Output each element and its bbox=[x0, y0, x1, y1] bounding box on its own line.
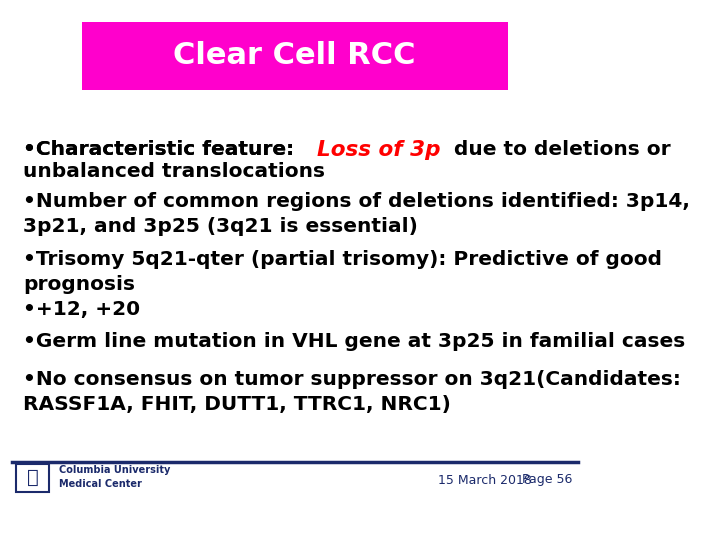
Text: •Trisomy 5q21-qter (partial trisomy): Predictive of good
prognosis: •Trisomy 5q21-qter (partial trisomy): Pr… bbox=[23, 250, 662, 294]
Text: Loss of 3p: Loss of 3p bbox=[317, 140, 440, 160]
Text: •Germ line mutation in VHL gene at 3p25 in familial cases: •Germ line mutation in VHL gene at 3p25 … bbox=[23, 332, 685, 351]
Text: •Characteristic feature:: •Characteristic feature: bbox=[23, 140, 301, 159]
Text: •Number of common regions of deletions identified: 3p14,
3p21, and 3p25 (3q21 is: •Number of common regions of deletions i… bbox=[23, 192, 690, 236]
Text: 👑: 👑 bbox=[27, 468, 39, 487]
Text: Clear Cell RCC: Clear Cell RCC bbox=[174, 42, 416, 71]
Text: 15 March 2018: 15 March 2018 bbox=[438, 474, 532, 487]
Text: Columbia University
Medical Center: Columbia University Medical Center bbox=[59, 465, 171, 489]
Text: •Characteristic feature:: •Characteristic feature: bbox=[23, 140, 301, 159]
Text: due to deletions or: due to deletions or bbox=[447, 140, 671, 159]
FancyBboxPatch shape bbox=[82, 22, 508, 90]
Text: •+12, +20: •+12, +20 bbox=[23, 300, 140, 319]
Text: Page 56: Page 56 bbox=[522, 474, 572, 487]
Text: unbalanced translocations: unbalanced translocations bbox=[23, 162, 325, 181]
Text: •No consensus on tumor suppressor on 3q21(Candidates:
RASSF1A, FHIT, DUTT1, TTRC: •No consensus on tumor suppressor on 3q2… bbox=[23, 370, 681, 414]
